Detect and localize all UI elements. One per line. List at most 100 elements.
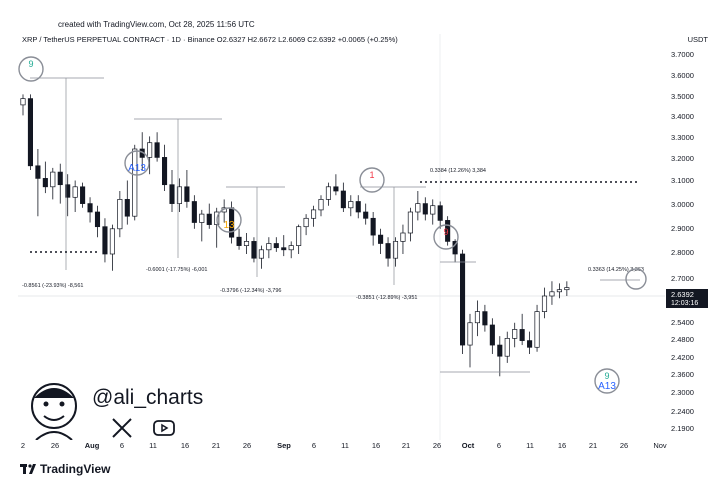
x-tick-label: 6 bbox=[497, 441, 501, 450]
x-tick-label: 21 bbox=[589, 441, 597, 450]
candle-body bbox=[474, 311, 481, 324]
y-tick-label: 2.3000 bbox=[671, 388, 694, 397]
candle-body bbox=[527, 340, 533, 348]
youtube-icon bbox=[153, 420, 175, 436]
y-tick-label: 2.9000 bbox=[671, 224, 694, 233]
candle-body bbox=[266, 243, 272, 251]
measure-annotation: 0.3363 (14.25%) 3,363 bbox=[588, 267, 644, 273]
candle-body bbox=[564, 287, 570, 291]
candle-body bbox=[407, 211, 413, 234]
y-tick-label: 2.4200 bbox=[671, 353, 694, 362]
y-tick-label: 3.1000 bbox=[671, 176, 694, 185]
price-badge-countdown: 12:03:16 bbox=[671, 300, 698, 307]
candle-body bbox=[348, 201, 354, 209]
candle-body bbox=[430, 205, 436, 215]
candle-body bbox=[318, 199, 324, 211]
candle-body bbox=[534, 311, 540, 348]
y-tick-label: 3.6000 bbox=[671, 71, 694, 80]
candle-body bbox=[363, 211, 369, 219]
x-logo-icon bbox=[112, 418, 132, 438]
candle-body bbox=[303, 217, 309, 228]
td-marker-circle bbox=[433, 224, 459, 250]
measure-annotation: -0.6001 (-17.75%) -6,001 bbox=[146, 267, 207, 273]
currency-label: USDT bbox=[687, 35, 708, 44]
td-count-label: 9 bbox=[604, 371, 609, 381]
candle-body bbox=[72, 186, 78, 198]
candle-body bbox=[281, 247, 287, 251]
td-count-label: 1 bbox=[369, 170, 374, 180]
candle-body bbox=[288, 245, 294, 251]
candle-body bbox=[467, 322, 473, 346]
candle-body bbox=[556, 289, 562, 293]
candle-body bbox=[519, 329, 525, 341]
candle-body bbox=[385, 243, 391, 259]
td-marker-circle bbox=[124, 150, 150, 176]
candle-body bbox=[169, 184, 175, 204]
x-tick-label: 6 bbox=[312, 441, 316, 450]
candle-body bbox=[392, 241, 399, 259]
candle-body bbox=[109, 228, 115, 255]
candle-body bbox=[80, 186, 86, 204]
candle-body bbox=[370, 217, 376, 236]
candle-body bbox=[258, 249, 264, 259]
candle-body bbox=[445, 220, 451, 242]
measure-annotation: 0.3384 (12.26%) 3,384 bbox=[430, 168, 486, 174]
candle-body bbox=[355, 201, 361, 213]
tradingview-logo-icon bbox=[20, 464, 36, 474]
td-count-label: A13 bbox=[128, 163, 146, 174]
x-tick-label: 11 bbox=[149, 441, 157, 450]
measure-annotation: -0.3851 (-12.89%) -3,951 bbox=[356, 295, 417, 301]
candle-body bbox=[325, 186, 332, 200]
x-tick-label: Oct bbox=[462, 441, 475, 450]
candle-body bbox=[147, 142, 153, 158]
x-tick-label: Nov bbox=[653, 441, 667, 450]
td-count-label: 13 bbox=[223, 220, 235, 231]
y-tick-label: 2.4800 bbox=[671, 335, 694, 344]
author-handle: @ali_charts bbox=[92, 386, 204, 409]
candle-body bbox=[57, 171, 63, 186]
candle-body bbox=[482, 311, 488, 326]
y-tick-label: 3.5000 bbox=[671, 92, 694, 101]
candle-body bbox=[415, 203, 421, 213]
measure-annotation: -0.3796 (-12.34%) -3,796 bbox=[220, 288, 281, 294]
candle-body bbox=[273, 243, 279, 249]
y-tick-label: 3.0000 bbox=[671, 200, 694, 209]
x-tick-label: 26 bbox=[433, 441, 441, 450]
y-tick-label: 2.5400 bbox=[671, 318, 694, 327]
price-badge bbox=[666, 289, 708, 308]
candle-body bbox=[243, 241, 250, 246]
candle-body bbox=[311, 209, 317, 219]
candle-body bbox=[452, 241, 458, 255]
candle-body bbox=[87, 203, 93, 213]
y-tick-label: 2.2400 bbox=[671, 407, 694, 416]
candle-body bbox=[340, 190, 346, 209]
x-tick-label: Aug bbox=[85, 441, 100, 450]
td-marker-circle bbox=[359, 167, 385, 193]
td-marker-circle bbox=[594, 368, 620, 394]
y-tick-label: 3.4000 bbox=[671, 112, 694, 121]
created-caption: created with TradingView.com, Oct 28, 20… bbox=[58, 20, 255, 29]
tradingview-logo: TradingView bbox=[20, 462, 110, 476]
candle-body bbox=[191, 201, 197, 223]
x-tick-label: Sep bbox=[277, 441, 291, 450]
price-badge-value: 2.6392 bbox=[671, 290, 694, 299]
td-count-label: 9 bbox=[28, 59, 33, 69]
symbol-legend: XRP / TetherUS PERPETUAL CONTRACT · 1D ·… bbox=[22, 35, 398, 44]
td-marker-circle bbox=[625, 268, 647, 290]
candle-body bbox=[489, 324, 495, 346]
y-tick-label: 3.2000 bbox=[671, 154, 694, 163]
y-tick-label: 2.3600 bbox=[671, 370, 694, 379]
candle-body bbox=[378, 234, 384, 244]
candle-body bbox=[20, 98, 26, 106]
candle-body bbox=[504, 338, 510, 357]
candle-body bbox=[102, 226, 108, 255]
candle-body bbox=[94, 211, 101, 228]
y-tick-label: 2.8000 bbox=[671, 248, 694, 257]
td-count-label: 9 bbox=[443, 227, 448, 237]
x-tick-label: 11 bbox=[341, 441, 349, 450]
tradingview-wordmark: TradingView bbox=[40, 462, 111, 476]
y-tick-label: 2.1900 bbox=[671, 424, 694, 433]
candle-body bbox=[400, 232, 406, 242]
candle-body bbox=[206, 213, 212, 225]
